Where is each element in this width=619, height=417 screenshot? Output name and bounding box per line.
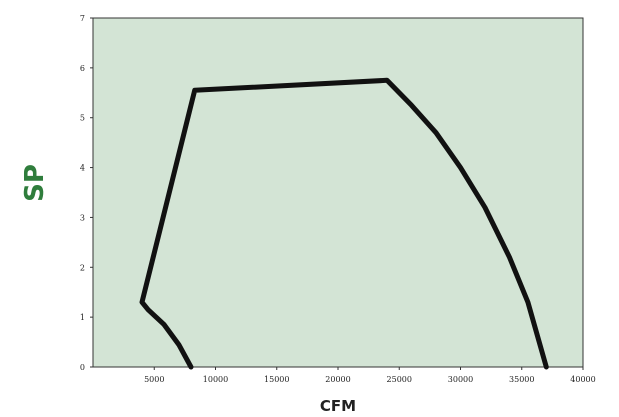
x-tick-label: 20000 — [325, 375, 350, 384]
x-tick-label: 15000 — [264, 375, 289, 384]
x-tick-label: 5000 — [144, 375, 164, 384]
x-axis-title: CFM — [320, 397, 356, 415]
y-axis-ticks: 0 1 2 3 4 5 6 7 — [80, 14, 93, 372]
y-tick-label: 5 — [80, 114, 85, 123]
y-tick-label: 4 — [80, 164, 85, 173]
y-tick-label: 2 — [80, 263, 85, 272]
x-tick-label: 40000 — [570, 375, 595, 384]
y-tick-label: 6 — [80, 64, 85, 73]
y-tick-label: 0 — [80, 363, 85, 372]
y-axis-title: SP — [20, 164, 50, 202]
series-line-performance-envelope — [139, 77, 549, 370]
x-tick-label: 10000 — [203, 375, 228, 384]
x-tick-label: 30000 — [448, 375, 473, 384]
y-tick-label: 1 — [80, 313, 85, 322]
x-tick-label: 25000 — [387, 375, 412, 384]
y-tick-label: 3 — [80, 213, 85, 222]
y-tick-label: 7 — [80, 14, 85, 23]
x-axis-ticks: 5000 10000 15000 20000 25000 30000 35000 40000 — [144, 367, 596, 384]
plot-area — [92, 17, 584, 368]
x-tick-label: 35000 — [509, 375, 534, 384]
